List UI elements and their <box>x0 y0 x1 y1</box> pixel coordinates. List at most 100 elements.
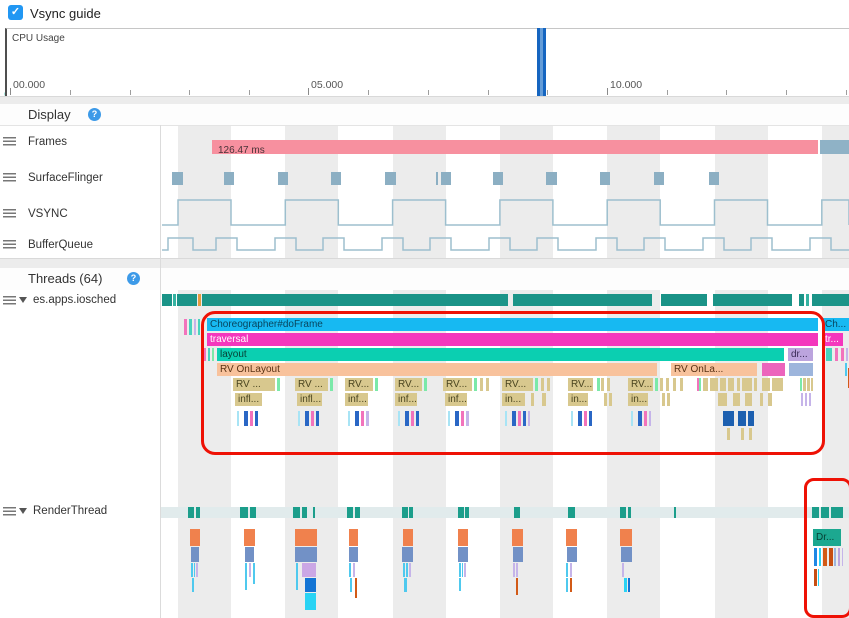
trace-span[interactable]: RV ... <box>233 378 275 391</box>
trace-span[interactable] <box>459 563 461 577</box>
trace-span[interactable] <box>749 428 752 440</box>
trace-span[interactable] <box>760 393 763 406</box>
trace-span[interactable] <box>818 569 819 586</box>
trace-span[interactable] <box>518 411 521 426</box>
trace-span[interactable]: infl... <box>235 393 262 406</box>
trace-span[interactable] <box>424 378 427 391</box>
trace-span[interactable]: inf... <box>395 393 417 406</box>
trace-span[interactable] <box>486 378 489 391</box>
trace-span[interactable] <box>597 378 600 391</box>
trace-span[interactable] <box>512 529 523 546</box>
trace-span[interactable]: RV ... <box>295 378 328 391</box>
trace-span[interactable] <box>710 378 718 391</box>
trace-span[interactable] <box>302 563 316 577</box>
trace-span[interactable] <box>316 411 319 426</box>
thread-state-segment[interactable] <box>250 507 256 518</box>
trace-span[interactable] <box>589 411 592 426</box>
trace-span[interactable]: in... <box>568 393 588 406</box>
trace-span[interactable] <box>621 547 632 562</box>
trace-span[interactable] <box>305 578 316 592</box>
trace-span[interactable] <box>296 563 298 590</box>
trace-span[interactable] <box>513 547 523 562</box>
thread-state-segment[interactable] <box>458 507 464 518</box>
surfaceflinger-event-span[interactable] <box>600 172 610 185</box>
thread-state-segment[interactable] <box>173 294 176 306</box>
trace-span[interactable] <box>762 378 770 391</box>
trace-span[interactable] <box>348 411 350 426</box>
trace-span[interactable] <box>192 578 194 592</box>
thread-state-segment[interactable] <box>568 507 575 518</box>
trace-span[interactable] <box>458 529 468 546</box>
thread-state-segment[interactable] <box>713 294 792 306</box>
trace-span[interactable] <box>644 411 647 426</box>
trace-span[interactable] <box>638 411 642 426</box>
trace-span[interactable] <box>680 378 683 391</box>
trace-span[interactable] <box>578 411 582 426</box>
trace-span[interactable] <box>733 393 740 406</box>
trace-span[interactable] <box>631 411 633 426</box>
trace-span[interactable] <box>823 548 827 566</box>
trace-span[interactable] <box>249 563 251 577</box>
trace-span[interactable]: infl... <box>297 393 322 406</box>
trace-span[interactable] <box>305 411 309 426</box>
trace-span[interactable]: Ch... <box>822 318 849 331</box>
trace-span[interactable] <box>190 529 200 546</box>
iosched-collapse-icon[interactable] <box>19 297 27 303</box>
trace-span[interactable] <box>398 411 400 426</box>
trace-span[interactable] <box>789 363 813 376</box>
trace-span[interactable] <box>523 411 526 426</box>
trace-span[interactable] <box>194 319 196 335</box>
trace-span[interactable] <box>604 393 607 406</box>
track-label-iosched[interactable]: es.apps.iosched <box>33 294 117 306</box>
trace-span[interactable] <box>448 411 450 426</box>
thread-state-segment[interactable] <box>628 507 631 518</box>
trace-span[interactable] <box>406 563 408 577</box>
trace-span[interactable]: RV... <box>395 378 422 391</box>
trace-span[interactable] <box>295 529 317 546</box>
vsync-guide-checkbox[interactable]: ✓ <box>8 5 23 20</box>
trace-span[interactable] <box>814 569 817 586</box>
cpu-usage-panel[interactable] <box>5 28 849 98</box>
trace-span[interactable] <box>807 378 810 391</box>
trace-span[interactable] <box>697 378 699 391</box>
trace-span[interactable] <box>184 319 187 335</box>
trace-span[interactable] <box>570 578 572 592</box>
track-label-vsync[interactable]: VSYNC <box>28 208 68 220</box>
trace-span[interactable] <box>349 529 358 546</box>
threads-help-icon[interactable]: ? <box>127 272 140 285</box>
trace-span[interactable] <box>480 378 483 391</box>
thread-state-segment[interactable] <box>162 294 172 306</box>
trace-span[interactable] <box>255 411 258 426</box>
thread-state-segment[interactable] <box>831 507 843 518</box>
trace-span[interactable] <box>655 378 658 391</box>
trace-span[interactable] <box>237 411 239 426</box>
trace-span[interactable] <box>570 563 572 577</box>
trace-span[interactable] <box>803 378 806 391</box>
trace-span[interactable] <box>662 393 665 406</box>
thread-state-segment[interactable] <box>806 294 809 306</box>
thread-state-segment[interactable] <box>821 507 829 518</box>
thread-state-segment[interactable] <box>513 294 652 306</box>
trace-span[interactable] <box>620 529 632 546</box>
surfaceflinger-event-span[interactable] <box>385 172 396 185</box>
trace-span[interactable] <box>673 378 676 391</box>
display-help-icon[interactable]: ? <box>88 108 101 121</box>
trace-span[interactable] <box>737 378 740 391</box>
trace-span[interactable] <box>411 411 414 426</box>
trace-span[interactable] <box>244 411 248 426</box>
trace-span[interactable] <box>516 563 518 577</box>
trace-span[interactable] <box>349 547 358 562</box>
trace-span[interactable] <box>191 563 193 577</box>
surfaceflinger-event-span[interactable] <box>331 172 341 185</box>
trace-span[interactable] <box>277 378 280 391</box>
trace-span[interactable] <box>461 411 464 426</box>
trace-span[interactable]: RV... <box>345 378 373 391</box>
trace-span[interactable] <box>404 578 407 592</box>
surfaceflinger-event-span[interactable] <box>709 172 719 185</box>
trace-span[interactable] <box>838 548 840 566</box>
track-label-surfaceflinger[interactable]: SurfaceFlinger <box>28 172 103 184</box>
trace-span[interactable] <box>566 578 568 592</box>
trace-span[interactable] <box>699 378 701 391</box>
frames-drag-handle[interactable] <box>3 137 16 146</box>
trace-span[interactable] <box>409 563 411 577</box>
